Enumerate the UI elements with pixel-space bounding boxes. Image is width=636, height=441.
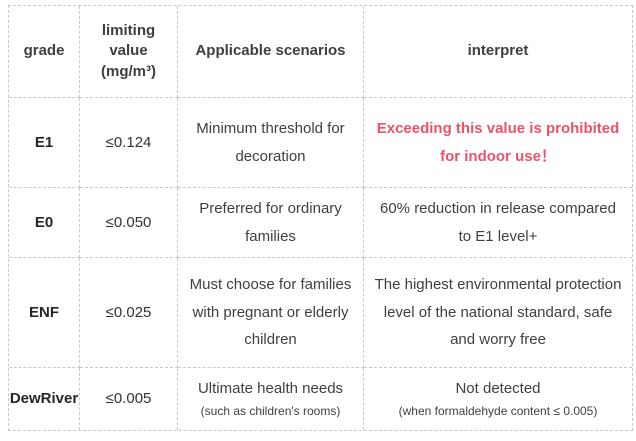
cell-limit-enf: ≤0.025 bbox=[80, 258, 178, 368]
cell-scenario-enf: Must choose for families with pregnant o… bbox=[178, 258, 364, 368]
cell-interpret-e1: Exceeding this value is prohibited for i… bbox=[364, 98, 632, 188]
cell-limit-e0: ≤0.050 bbox=[80, 188, 178, 258]
cell-grade-e1: E1 bbox=[9, 98, 80, 188]
cell-interpret-e0: 60% reduction in release compared to E1 … bbox=[364, 188, 632, 258]
cell-interpret-dewriver: Not detected (when formaldehyde content … bbox=[364, 368, 632, 430]
cell-scenario-e1: Minimum threshold for decoration bbox=[178, 98, 364, 188]
cell-interpret-enf: The highest environmental protection lev… bbox=[364, 258, 632, 368]
interpret-dewriver-note: (when formaldehyde content ≤ 0.005) bbox=[398, 403, 598, 418]
header-limit-line-1: limiting bbox=[101, 22, 156, 40]
cell-limit-e1: ≤0.124 bbox=[80, 98, 178, 188]
scenario-dewriver-note: (such as children's rooms) bbox=[200, 403, 341, 418]
cell-scenario-e0: Preferred for ordinary families bbox=[178, 188, 364, 258]
cell-grade-e0: E0 bbox=[9, 188, 80, 258]
cell-grade-dewriver: DewRiver bbox=[9, 368, 80, 430]
header-cell-limiting-value: limiting value (mg/m³) bbox=[80, 6, 178, 98]
header-limit-line-2: value bbox=[109, 42, 148, 60]
formaldehyde-grade-table: grade limiting value (mg/m³) Applicable … bbox=[8, 5, 633, 431]
cell-scenario-dewriver: Ultimate health needs (such as children'… bbox=[178, 368, 364, 430]
cell-grade-enf: ENF bbox=[9, 258, 80, 368]
cell-limit-dewriver: ≤0.005 bbox=[80, 368, 178, 430]
header-cell-applicable-scenarios: Applicable scenarios bbox=[178, 6, 364, 98]
header-cell-interpret: interpret bbox=[364, 6, 632, 98]
interpret-dewriver-main: Not detected bbox=[455, 380, 541, 398]
scenario-dewriver-main: Ultimate health needs bbox=[197, 380, 344, 398]
header-limit-line-3: (mg/m³) bbox=[101, 62, 156, 80]
header-cell-grade: grade bbox=[9, 6, 80, 98]
